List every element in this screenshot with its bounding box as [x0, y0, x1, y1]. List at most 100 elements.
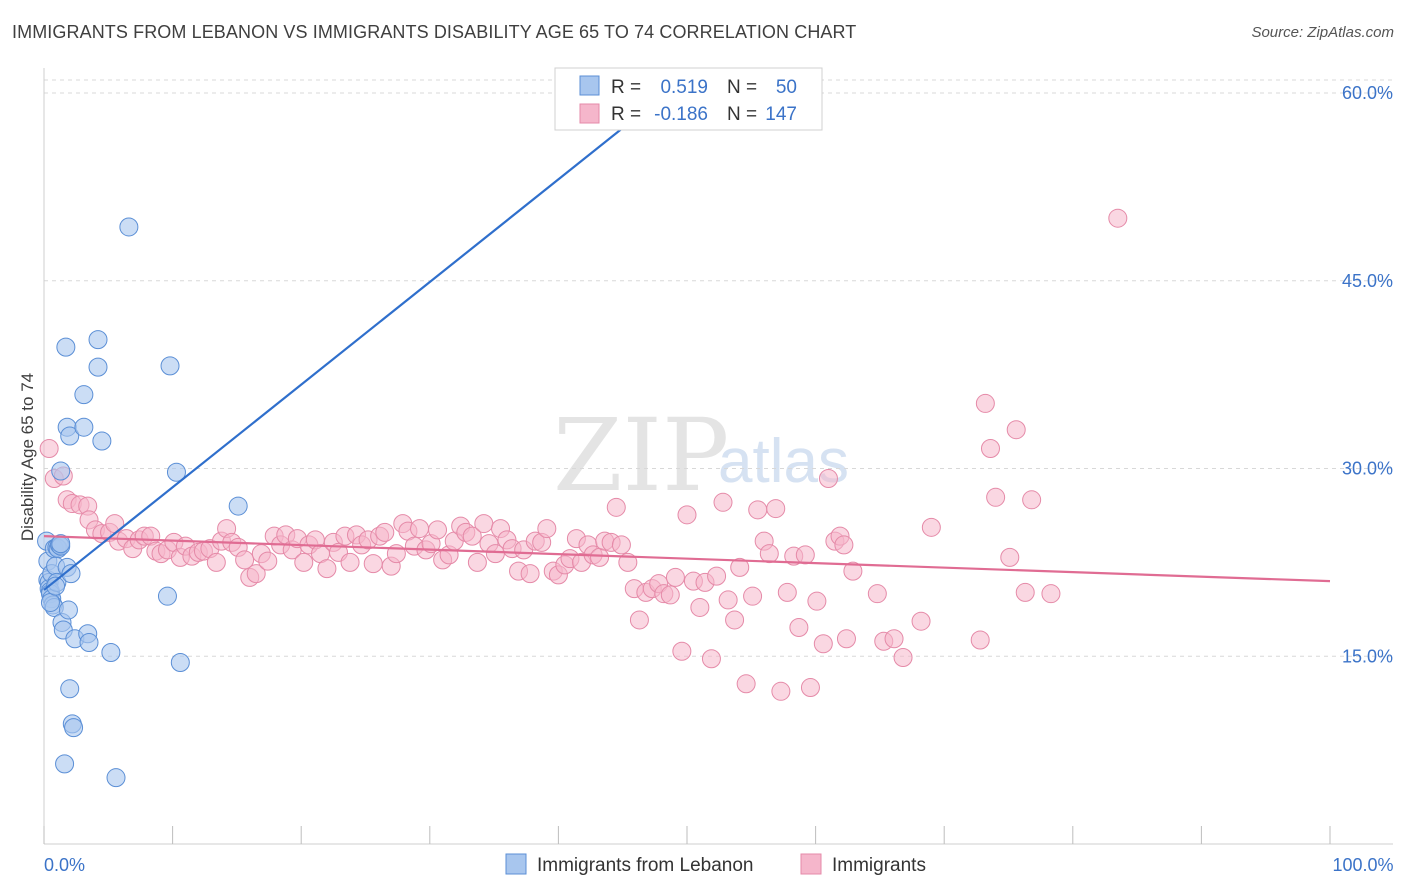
immigrants-point: [789, 617, 809, 637]
watermark: ZIP atlas: [553, 397, 849, 514]
immigrants-point: [665, 567, 685, 587]
y-tick-label: 15.0%: [1342, 646, 1393, 666]
immigrants-point: [836, 629, 856, 649]
immigrants-point: [730, 557, 750, 577]
immigrants-point: [474, 514, 494, 534]
lebanon-point: [55, 754, 75, 774]
immigrants-point: [606, 497, 626, 517]
immigrants-point: [986, 487, 1006, 507]
immigrants-point: [970, 630, 990, 650]
immigrants-point: [707, 566, 727, 586]
immigrants-point: [611, 535, 631, 555]
immigrants-point: [105, 514, 125, 534]
immigrants-point: [921, 517, 941, 537]
immigrants-point: [843, 561, 863, 581]
stats-n-label-lebanon: N =: [727, 77, 757, 98]
immigrants-point: [867, 584, 887, 604]
immigrants-point: [537, 519, 557, 539]
immigrants-point: [980, 438, 1000, 458]
immigrants-point: [766, 499, 786, 519]
trend-lines: [43, 98, 1331, 591]
immigrants-point: [701, 649, 721, 669]
lebanon-point: [160, 356, 180, 376]
lebanon-point: [157, 586, 177, 606]
immigrants-point: [1022, 490, 1042, 510]
lebanon-point: [228, 496, 248, 516]
chart-title: IMMIGRANTS FROM LEBANON VS IMMIGRANTS DI…: [12, 22, 857, 42]
immigrants-point: [206, 552, 226, 572]
immigrants-point: [795, 545, 815, 565]
immigrants-point: [340, 552, 360, 572]
immigrants-point: [590, 547, 610, 567]
watermark-zip: ZIP: [553, 397, 729, 514]
lebanon-point: [46, 576, 66, 596]
lebanon-trend-line: [43, 98, 660, 591]
lebanon-point: [51, 461, 71, 481]
lebanon-point: [88, 330, 108, 350]
lebanon-point: [79, 632, 99, 652]
immigrants-point: [618, 552, 638, 572]
immigrants-point: [884, 629, 904, 649]
immigrants-point: [748, 500, 768, 520]
immigrants-point: [725, 610, 745, 630]
immigrants-point: [736, 674, 756, 694]
immigrants-point: [818, 469, 838, 489]
stats-box: R = 0.519 N = 50 R = -0.186 N = 147: [554, 67, 823, 131]
immigrants-point: [777, 582, 797, 602]
immigrants-point: [807, 591, 827, 611]
legend-label-immigrants: Immigrants: [832, 855, 926, 876]
immigrants-point: [813, 634, 833, 654]
lebanon-point: [88, 357, 108, 377]
lebanon-point: [64, 718, 84, 738]
immigrants-point: [410, 519, 430, 539]
legend-label-lebanon: Immigrants from Lebanon: [537, 855, 754, 876]
lebanon-point: [51, 534, 71, 554]
immigrants-point: [258, 551, 278, 571]
stats-swatch-immigrants: [579, 103, 600, 124]
lebanon-point: [58, 600, 78, 620]
y-tick-label: 30.0%: [1342, 459, 1393, 479]
lebanon-point: [61, 564, 81, 584]
immigrants-point: [1015, 582, 1035, 602]
immigrants-point: [294, 552, 314, 572]
immigrants-point: [672, 641, 692, 661]
stats-r-label-immigrants: R =: [611, 104, 641, 125]
immigrants-point: [713, 492, 733, 512]
stats-swatch-lebanon: [579, 75, 600, 96]
lebanon-point: [92, 431, 112, 451]
y-tick-label: 45.0%: [1342, 271, 1393, 291]
immigrants-point: [718, 590, 738, 610]
legend-swatch-immigrants: [800, 853, 822, 875]
immigrants-point: [743, 586, 763, 606]
immigrants-point: [520, 564, 540, 584]
lebanon-point: [170, 653, 190, 673]
immigrants-point: [975, 393, 995, 413]
lebanon-point: [40, 592, 60, 612]
lebanon-point: [60, 426, 80, 446]
immigrants-point: [428, 520, 448, 540]
stats-r-label-lebanon: R =: [611, 77, 641, 98]
immigrants-point: [690, 597, 710, 617]
y-tick-label: 60.0%: [1342, 83, 1393, 103]
immigrants-point: [834, 535, 854, 555]
immigrants-trend-line: [43, 535, 1331, 583]
legend-swatch-lebanon: [505, 853, 527, 875]
stats-n-value-immigrants: 147: [765, 104, 797, 125]
source-credit: Source: ZipAtlas.com: [1251, 24, 1394, 41]
immigrants-point: [1006, 420, 1026, 440]
immigrants-point: [317, 559, 337, 579]
immigrants-point: [375, 522, 395, 542]
immigrants-point: [462, 526, 482, 546]
lebanon-point: [101, 643, 121, 663]
immigrants-point: [1108, 208, 1128, 228]
immigrants-point: [1041, 584, 1061, 604]
immigrants-point: [363, 554, 383, 574]
lebanon-point: [166, 462, 186, 482]
immigrants-point: [467, 552, 487, 572]
stats-n-label-immigrants: N =: [727, 104, 757, 125]
immigrants-point: [629, 610, 649, 630]
immigrants-point: [911, 611, 931, 631]
x-tick-labels: 0.0% 100.0%: [44, 855, 1394, 875]
y-axis-title: Disability Age 65 to 74: [18, 373, 37, 541]
